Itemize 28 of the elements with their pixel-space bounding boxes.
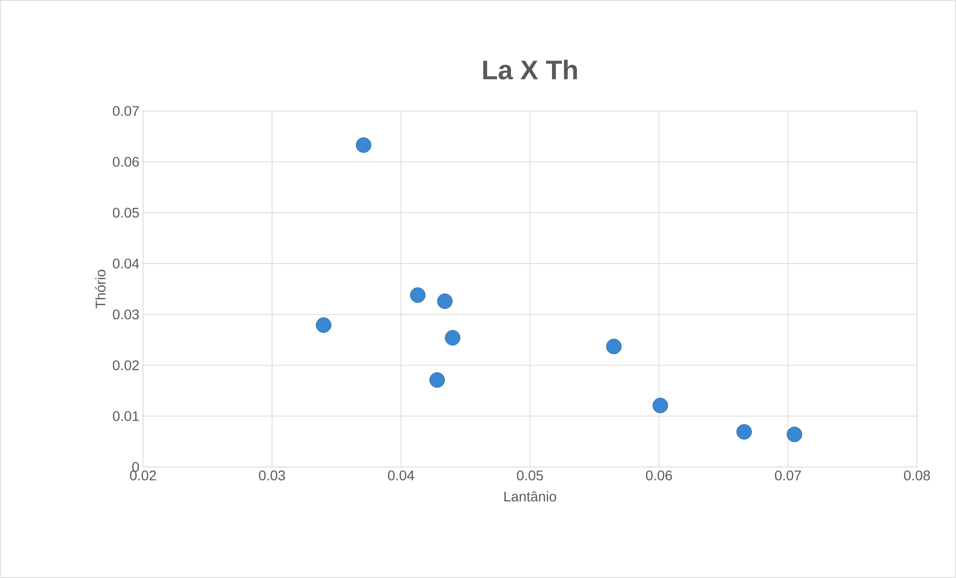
y-tick-label: 0.02 [112, 360, 139, 370]
point [652, 398, 668, 414]
x-tick-label: 0.08 [904, 470, 930, 480]
point [786, 426, 802, 442]
y-axis-title: Thório [95, 270, 106, 308]
x-tick-label: 0.03 [258, 470, 285, 480]
point [316, 317, 332, 333]
y-tick-label: 0.05 [112, 208, 139, 218]
x-tick-label: 0.04 [388, 470, 414, 480]
y-tick-label: 0.07 [112, 106, 139, 116]
y-tick-label: 0.04 [112, 258, 140, 268]
y-tick-label: 0.06 [112, 156, 139, 167]
y-tick-label: 0.03 [112, 309, 139, 320]
x-tick-label: 0.05 [516, 470, 543, 480]
point [356, 137, 372, 153]
point [444, 330, 460, 346]
x-tick-label: 0.06 [646, 470, 672, 480]
point [606, 338, 622, 354]
x-tick-label: 0.02 [130, 470, 156, 480]
x-tick-label: 0.07 [774, 470, 801, 480]
y-tick-label: 0 [132, 462, 139, 472]
point [437, 293, 453, 309]
x-axis-title: Lantânio [504, 491, 556, 502]
chart-title: La X Th [483, 60, 577, 80]
point [736, 424, 752, 440]
point [410, 287, 426, 303]
y-tick-label: 0.01 [112, 411, 139, 422]
point [429, 372, 445, 388]
